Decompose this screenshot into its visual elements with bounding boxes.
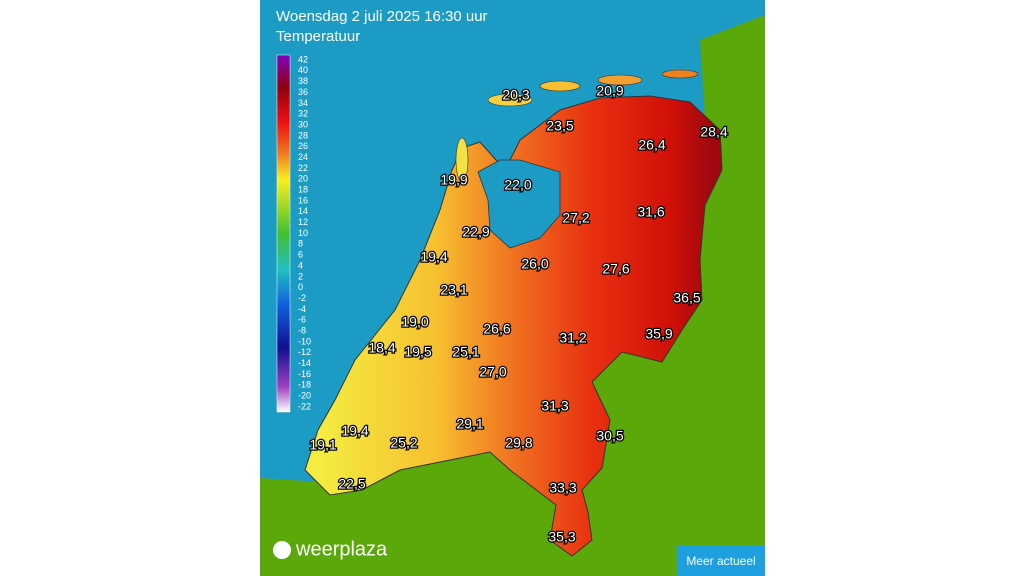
temperature-label: 31,3 xyxy=(541,398,568,414)
temperature-label: 35,9 xyxy=(645,326,672,342)
island xyxy=(455,137,469,183)
temperature-label: 25,2 xyxy=(390,435,417,451)
temperature-label: 29,1 xyxy=(456,416,483,432)
island xyxy=(487,93,533,107)
temperature-label: 23,5 xyxy=(546,118,573,134)
title: Woensdag 2 juli 2025 16:30 uur xyxy=(276,8,488,25)
legend-tick-label: 24 xyxy=(298,152,308,162)
legend-tick-label: 2 xyxy=(298,271,303,281)
legend-tick-label: -4 xyxy=(298,304,306,314)
legend-tick-label: -16 xyxy=(298,369,311,379)
legend-tick-label: 14 xyxy=(298,206,308,216)
legend-tick-label: 38 xyxy=(298,76,308,86)
legend-tick-label: -2 xyxy=(298,293,306,303)
subtitle: Temperatuur xyxy=(276,28,360,45)
temperature-label: 30,5 xyxy=(596,428,623,444)
logo-icon xyxy=(273,541,291,559)
legend-tick-label: -10 xyxy=(298,336,311,346)
legend-tick-label: 0 xyxy=(298,282,303,292)
legend-tick-label: 18 xyxy=(298,185,308,195)
legend-tick-label: 30 xyxy=(298,119,308,129)
legend-tick-label: -14 xyxy=(298,358,311,368)
temperature-label: 35,3 xyxy=(548,529,575,545)
legend-tick-label: 28 xyxy=(298,130,308,140)
legend-tick-label: -6 xyxy=(298,315,306,325)
legend-tick-label: -8 xyxy=(298,325,306,335)
temperature-label: 28,4 xyxy=(700,124,727,140)
temperature-label: 31,2 xyxy=(559,330,586,346)
temperature-label: 19,4 xyxy=(420,249,447,265)
island xyxy=(597,74,643,86)
legend-tick-label: -22 xyxy=(298,401,311,411)
temperature-label: 27,2 xyxy=(562,210,589,226)
brand: weerplaza xyxy=(295,538,388,560)
temperature-label: 27,6 xyxy=(602,261,629,277)
temperature-label: 20,3 xyxy=(502,87,529,103)
legend-tick-label: 20 xyxy=(298,174,308,184)
temperature-label: 23,1 xyxy=(440,282,467,298)
temperature-label: 19,4 xyxy=(341,423,368,439)
temperature-label: 20,9 xyxy=(596,83,623,99)
temperature-label: 19,9 xyxy=(440,172,467,188)
temperature-label: 26,4 xyxy=(638,137,665,153)
legend-bar xyxy=(276,54,291,413)
land xyxy=(260,15,765,576)
temperature-label: 18,4 xyxy=(368,340,395,356)
legend-tick-label: 8 xyxy=(298,239,303,249)
legend-tick-label: 16 xyxy=(298,195,308,205)
temperature-label: 25,1 xyxy=(452,344,479,360)
temperature-label: 22,9 xyxy=(462,224,489,240)
legend-tick-label: -12 xyxy=(298,347,311,357)
temperature-label: 19,0 xyxy=(401,314,428,330)
temperature-label: 19,5 xyxy=(404,344,431,360)
more-button[interactable]: Meer actueel xyxy=(677,545,765,576)
island xyxy=(661,69,699,79)
island xyxy=(539,80,581,92)
legend-tick-label: 6 xyxy=(298,250,303,260)
legend-tick-label: 36 xyxy=(298,87,308,97)
temperature-label: 33,3 xyxy=(549,480,576,496)
temperature-label: 26,6 xyxy=(483,321,510,337)
legend-tick-label: 34 xyxy=(298,98,308,108)
temperature-label: 19,1 xyxy=(309,437,336,453)
ijsselmeer xyxy=(477,159,561,249)
legend-tick-label: 4 xyxy=(298,260,303,270)
temperature-label: 26,0 xyxy=(521,256,548,272)
temperature-label: 36,5 xyxy=(673,290,700,306)
temperature-label: 29,8 xyxy=(505,435,532,451)
legend-tick-label: 32 xyxy=(298,109,308,119)
legend-tick-label: -18 xyxy=(298,380,311,390)
legend-tick-label: 40 xyxy=(298,65,308,75)
country xyxy=(304,95,723,557)
temperature-label: 22,5 xyxy=(338,476,365,492)
legend-tick-label: 42 xyxy=(298,54,308,64)
legend-tick-label: 26 xyxy=(298,141,308,151)
legend-tick-label: 10 xyxy=(298,228,308,238)
temperature-label: 31,6 xyxy=(637,204,664,220)
legend-tick-label: 22 xyxy=(298,163,308,173)
temperature-label: 22,0 xyxy=(504,177,531,193)
temperature-label: 27,0 xyxy=(479,364,506,380)
legend-tick-label: -20 xyxy=(298,391,311,401)
legend-tick-label: 12 xyxy=(298,217,308,227)
